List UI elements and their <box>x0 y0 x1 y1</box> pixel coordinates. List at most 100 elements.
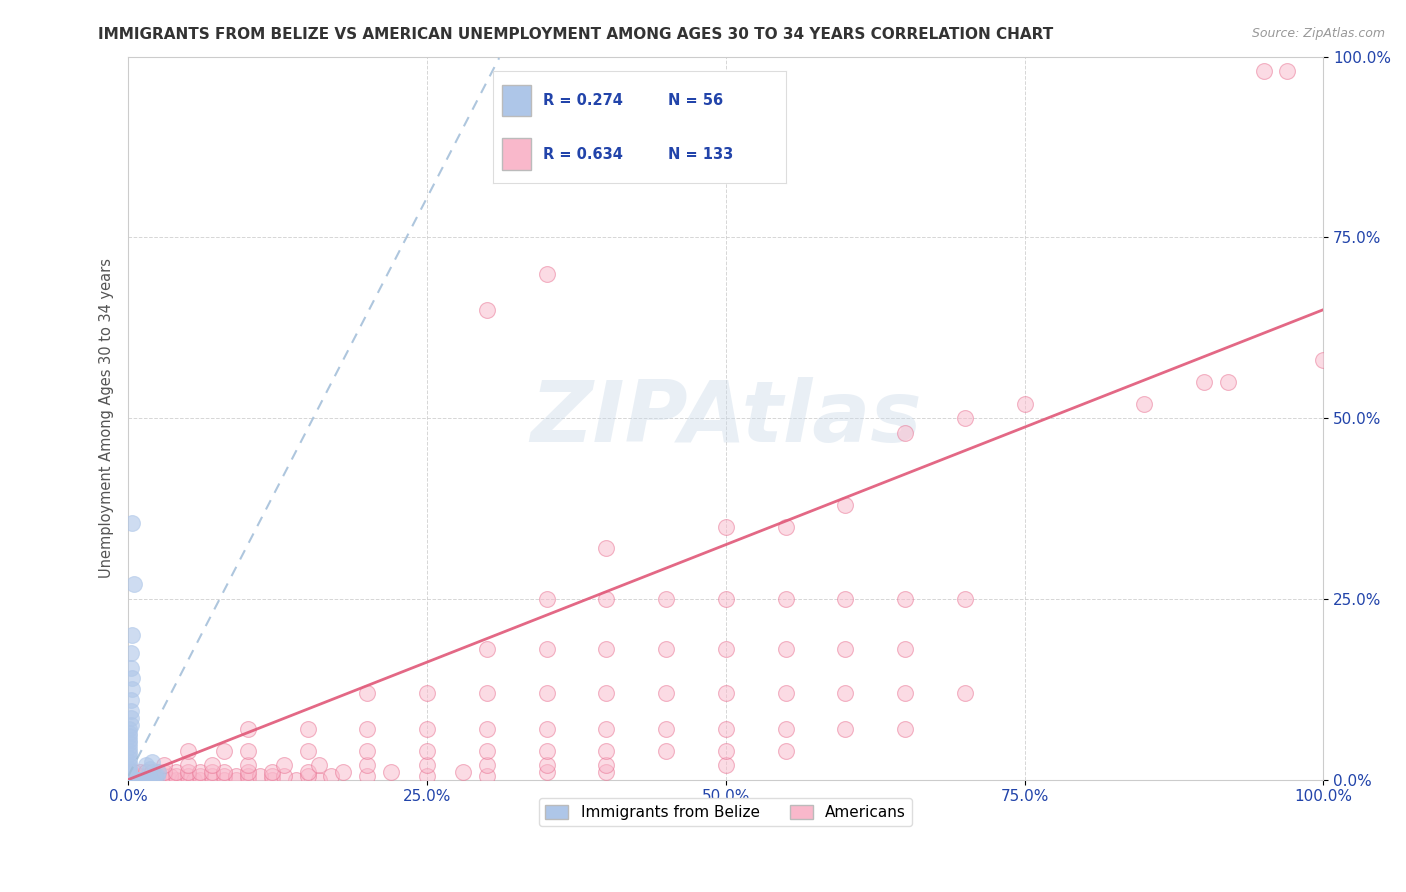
Point <box>655 744 678 758</box>
Point <box>135 769 157 783</box>
Point <box>117 770 139 784</box>
Point <box>165 765 187 780</box>
Point <box>894 591 917 606</box>
Text: ZIPAtlas: ZIPAtlas <box>530 376 921 459</box>
Point <box>536 765 558 780</box>
Point <box>118 725 141 739</box>
Point <box>775 519 797 533</box>
Point <box>236 765 259 780</box>
Point <box>177 772 200 787</box>
Point <box>141 772 163 787</box>
Point <box>201 765 224 780</box>
Point <box>153 765 176 780</box>
Point <box>1216 375 1239 389</box>
Point <box>118 722 141 736</box>
Point <box>117 771 139 785</box>
Point <box>201 772 224 787</box>
Point <box>894 686 917 700</box>
Point <box>121 628 143 642</box>
Point <box>416 758 439 772</box>
Point <box>273 758 295 772</box>
Point <box>953 591 976 606</box>
Point <box>177 744 200 758</box>
Point <box>146 765 169 780</box>
Point <box>121 516 143 530</box>
Point <box>536 722 558 736</box>
Point <box>714 744 737 758</box>
Point <box>356 722 378 736</box>
Point <box>118 732 141 747</box>
Point <box>159 772 181 787</box>
Point <box>655 722 678 736</box>
Point <box>655 591 678 606</box>
Point <box>595 758 617 772</box>
Point <box>159 769 181 783</box>
Point <box>321 769 343 783</box>
Point <box>953 686 976 700</box>
Point <box>129 772 152 787</box>
Point <box>297 769 319 783</box>
Point <box>121 672 143 686</box>
Point <box>212 772 235 787</box>
Point <box>118 751 141 765</box>
Point <box>118 740 141 755</box>
Point <box>120 772 142 787</box>
Point <box>1312 353 1334 368</box>
Point <box>416 744 439 758</box>
Point <box>475 642 498 657</box>
Point <box>416 769 439 783</box>
Point <box>121 772 143 787</box>
Point <box>120 711 142 725</box>
Point <box>122 772 145 787</box>
Point <box>1192 375 1215 389</box>
Point <box>135 765 157 780</box>
Point <box>595 541 617 556</box>
Point <box>225 772 247 787</box>
Point <box>188 765 211 780</box>
Point <box>117 772 139 787</box>
Point <box>170 772 193 787</box>
Point <box>834 642 856 657</box>
Point <box>595 722 617 736</box>
Point <box>129 765 152 780</box>
Point <box>165 772 187 787</box>
Point <box>118 764 141 778</box>
Point <box>153 758 176 772</box>
Point <box>177 758 200 772</box>
Point <box>146 772 169 787</box>
Point <box>117 772 139 787</box>
Point <box>117 767 139 781</box>
Point <box>775 686 797 700</box>
Point <box>117 766 139 780</box>
Point <box>121 682 143 697</box>
Point <box>775 642 797 657</box>
Point <box>714 519 737 533</box>
Y-axis label: Unemployment Among Ages 30 to 34 years: Unemployment Among Ages 30 to 34 years <box>100 258 114 578</box>
Point <box>595 744 617 758</box>
Point <box>118 758 141 772</box>
Point <box>117 771 139 785</box>
Point <box>212 765 235 780</box>
Point <box>212 744 235 758</box>
Point <box>117 772 139 786</box>
Point <box>122 772 145 787</box>
Point <box>714 722 737 736</box>
Point <box>183 772 205 787</box>
Point <box>225 769 247 783</box>
Point <box>834 722 856 736</box>
Point <box>595 686 617 700</box>
Point <box>236 772 259 787</box>
Point <box>131 772 153 787</box>
Point <box>125 772 148 787</box>
Point <box>127 769 149 783</box>
Point <box>120 718 142 732</box>
Point <box>475 769 498 783</box>
Point <box>118 747 141 762</box>
Point <box>356 744 378 758</box>
Point <box>129 772 152 787</box>
Point <box>120 693 142 707</box>
Point <box>122 577 145 591</box>
Point <box>177 765 200 780</box>
Point <box>212 769 235 783</box>
Point <box>834 591 856 606</box>
